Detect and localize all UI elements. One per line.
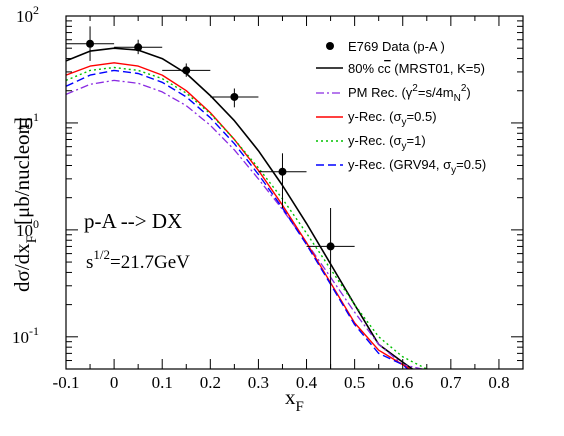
x-tick-label: 0.2 [200,373,221,392]
data-point [278,167,287,176]
x-tick-label: 0.6 [392,373,413,392]
legend-entry-grv94: y-Rec. (GRV94, σy=0.5) [316,157,486,176]
x-tick-label: -0.1 [53,373,80,392]
legend-label: y-Rec. (GRV94, σy=0.5) [348,157,486,176]
legend-label: y-Rec. (σy=0.5) [348,109,437,128]
legend-entry-data: E769 Data (p-A ) [326,39,445,54]
data-point [326,242,335,251]
y-tick-label: 101 [16,110,39,133]
data-point [86,39,95,48]
data-point [230,92,239,101]
x-tick-label: 0.8 [488,373,509,392]
y-tick-label: 10-1 [12,324,39,347]
series-line-4 [65,69,408,370]
legend-entry-y-rec-1: y-Rec. (σy=1) [316,133,426,152]
x-tick-label: 0.1 [152,373,173,392]
legend-marker [326,42,334,50]
legend-entry-pm-rec: PM Rec. (γ2=s/4mN2) [316,83,471,104]
series-line-2 [65,62,411,370]
legend-label: y-Rec. (σy=1) [348,133,426,152]
curves [65,47,428,370]
x-axis: -0.1 0 0.1 0.2 0.3 0.4 0.5 0.6 0.7 0.8 [53,16,510,392]
x-tick-label: 0.3 [248,373,269,392]
data-point [134,43,143,52]
series-line-1 [65,79,423,370]
y-tick-label: 100 [16,217,39,240]
energy-annotation: s1/2=21.7GeV [86,247,190,273]
legend-entry-mrst01: 80% cc (MRST01, K=5) [316,61,485,76]
legend-entry-y-rec-05: y-Rec. (σy=0.5) [316,109,437,128]
x-axis-label: xF [285,385,304,415]
data-points [66,26,355,369]
legend-label: 80% cc (MRST01, K=5) [348,61,485,76]
process-annotation: p-A --> DX [84,209,182,233]
legend: E769 Data (p-A ) 80% cc (MRST01, K=5) PM… [316,39,486,176]
data-point [182,66,191,75]
x-tick-label: 0.5 [344,373,365,392]
x-tick-label: 0 [110,373,119,392]
y-axis: 10-1 100 101 102 [12,3,523,362]
y-tick-label: 102 [16,3,39,26]
x-tick-label: 0.7 [440,373,462,392]
x-tick-label: 0.4 [296,373,318,392]
y-axis-label: dσ/dxF[μb/nucleon] [10,117,40,292]
plot-frame [65,15,524,370]
legend-label: PM Rec. (γ2=s/4mN2) [348,83,471,104]
series-line-0 [65,47,413,370]
legend-label: E769 Data (p-A ) [348,39,445,54]
